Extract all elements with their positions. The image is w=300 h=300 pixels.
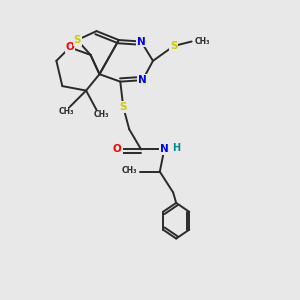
Text: N: N xyxy=(138,75,147,85)
Text: O: O xyxy=(113,144,122,154)
Text: CH₃: CH₃ xyxy=(93,110,109,119)
Text: S: S xyxy=(170,41,178,51)
Text: H: H xyxy=(172,143,180,153)
Text: CH₃: CH₃ xyxy=(122,166,137,175)
Text: N: N xyxy=(137,37,146,46)
Text: CH₃: CH₃ xyxy=(59,107,74,116)
Text: N: N xyxy=(160,144,169,154)
Text: S: S xyxy=(119,102,127,112)
Text: S: S xyxy=(74,35,81,45)
Text: CH₃: CH₃ xyxy=(195,37,210,46)
Text: O: O xyxy=(65,43,74,52)
